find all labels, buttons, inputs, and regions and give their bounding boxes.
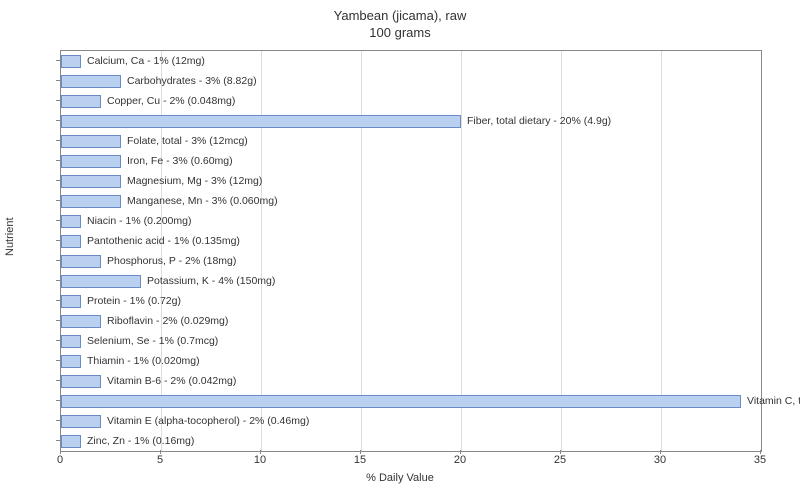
y-tick [56, 300, 60, 301]
y-tick [56, 340, 60, 341]
bar [61, 95, 101, 108]
bar [61, 195, 121, 208]
bar-label: Niacin - 1% (0.200mg) [87, 215, 191, 228]
y-tick [56, 240, 60, 241]
bar-label: Thiamin - 1% (0.020mg) [87, 355, 200, 368]
bar [61, 235, 81, 248]
bar-label: Calcium, Ca - 1% (12mg) [87, 55, 205, 68]
bar [61, 175, 121, 188]
title-line-1: Yambean (jicama), raw [334, 8, 467, 23]
bar [61, 215, 81, 228]
bar-label: Vitamin B-6 - 2% (0.042mg) [107, 375, 236, 388]
gridline [261, 51, 262, 451]
bar-label: Riboflavin - 2% (0.029mg) [107, 315, 228, 328]
bar-label: Pantothenic acid - 1% (0.135mg) [87, 235, 240, 248]
y-tick [56, 260, 60, 261]
y-tick [56, 160, 60, 161]
y-tick [56, 180, 60, 181]
bar-label: Copper, Cu - 2% (0.048mg) [107, 95, 235, 108]
bar [61, 315, 101, 328]
x-tick-label: 5 [157, 454, 163, 466]
y-tick [56, 440, 60, 441]
gridline [461, 51, 462, 451]
bar-label: Vitamin C, total ascorbic acid - 34% (20… [747, 395, 800, 408]
y-tick [56, 200, 60, 201]
bar-label: Carbohydrates - 3% (8.82g) [127, 75, 257, 88]
bar [61, 295, 81, 308]
y-tick [56, 60, 60, 61]
y-tick [56, 280, 60, 281]
x-tick-label: 20 [454, 454, 466, 466]
bar-label: Magnesium, Mg - 3% (12mg) [127, 175, 262, 188]
bar [61, 155, 121, 168]
bar [61, 275, 141, 288]
y-tick [56, 380, 60, 381]
bar [61, 335, 81, 348]
y-tick [56, 420, 60, 421]
bar-label: Manganese, Mn - 3% (0.060mg) [127, 195, 278, 208]
y-tick [56, 360, 60, 361]
bar-label: Zinc, Zn - 1% (0.16mg) [87, 435, 194, 448]
plot-area: Calcium, Ca - 1% (12mg) Carbohydrates - 3… [60, 50, 762, 452]
y-tick [56, 80, 60, 81]
bar-label: Protein - 1% (0.72g) [87, 295, 181, 308]
bar [61, 395, 741, 408]
gridline [561, 51, 562, 451]
y-tick [56, 400, 60, 401]
x-tick-label: 25 [554, 454, 566, 466]
bar [61, 135, 121, 148]
bar-label: Selenium, Se - 1% (0.7mcg) [87, 335, 218, 348]
gridline [361, 51, 362, 451]
bar [61, 435, 81, 448]
x-axis-label: % Daily Value [0, 472, 800, 484]
title-line-2: 100 grams [369, 25, 430, 40]
y-tick [56, 220, 60, 221]
y-axis-label: Nutrient [4, 217, 16, 256]
bar [61, 75, 121, 88]
bar-label: Fiber, total dietary - 20% (4.9g) [467, 115, 611, 128]
x-tick-label: 30 [654, 454, 666, 466]
gridline [661, 51, 662, 451]
x-tick-label: 10 [254, 454, 266, 466]
bar [61, 255, 101, 268]
bar [61, 55, 81, 68]
chart-container: Yambean (jicama), raw 100 grams Nutrient… [0, 0, 800, 500]
bar [61, 415, 101, 428]
bar-label: Folate, total - 3% (12mcg) [127, 135, 248, 148]
chart-title: Yambean (jicama), raw 100 grams [0, 0, 800, 42]
x-tick-label: 35 [754, 454, 766, 466]
bar-label: Phosphorus, P - 2% (18mg) [107, 255, 236, 268]
bar [61, 115, 461, 128]
y-tick [56, 140, 60, 141]
bar-label: Vitamin E (alpha-tocopherol) - 2% (0.46m… [107, 415, 309, 428]
x-tick-label: 15 [354, 454, 366, 466]
bar-label: Potassium, K - 4% (150mg) [147, 275, 275, 288]
x-tick-label: 0 [57, 454, 63, 466]
gridline [161, 51, 162, 451]
bar [61, 355, 81, 368]
y-tick [56, 320, 60, 321]
y-tick [56, 120, 60, 121]
bar [61, 375, 101, 388]
y-tick [56, 100, 60, 101]
bar-label: Iron, Fe - 3% (0.60mg) [127, 155, 233, 168]
